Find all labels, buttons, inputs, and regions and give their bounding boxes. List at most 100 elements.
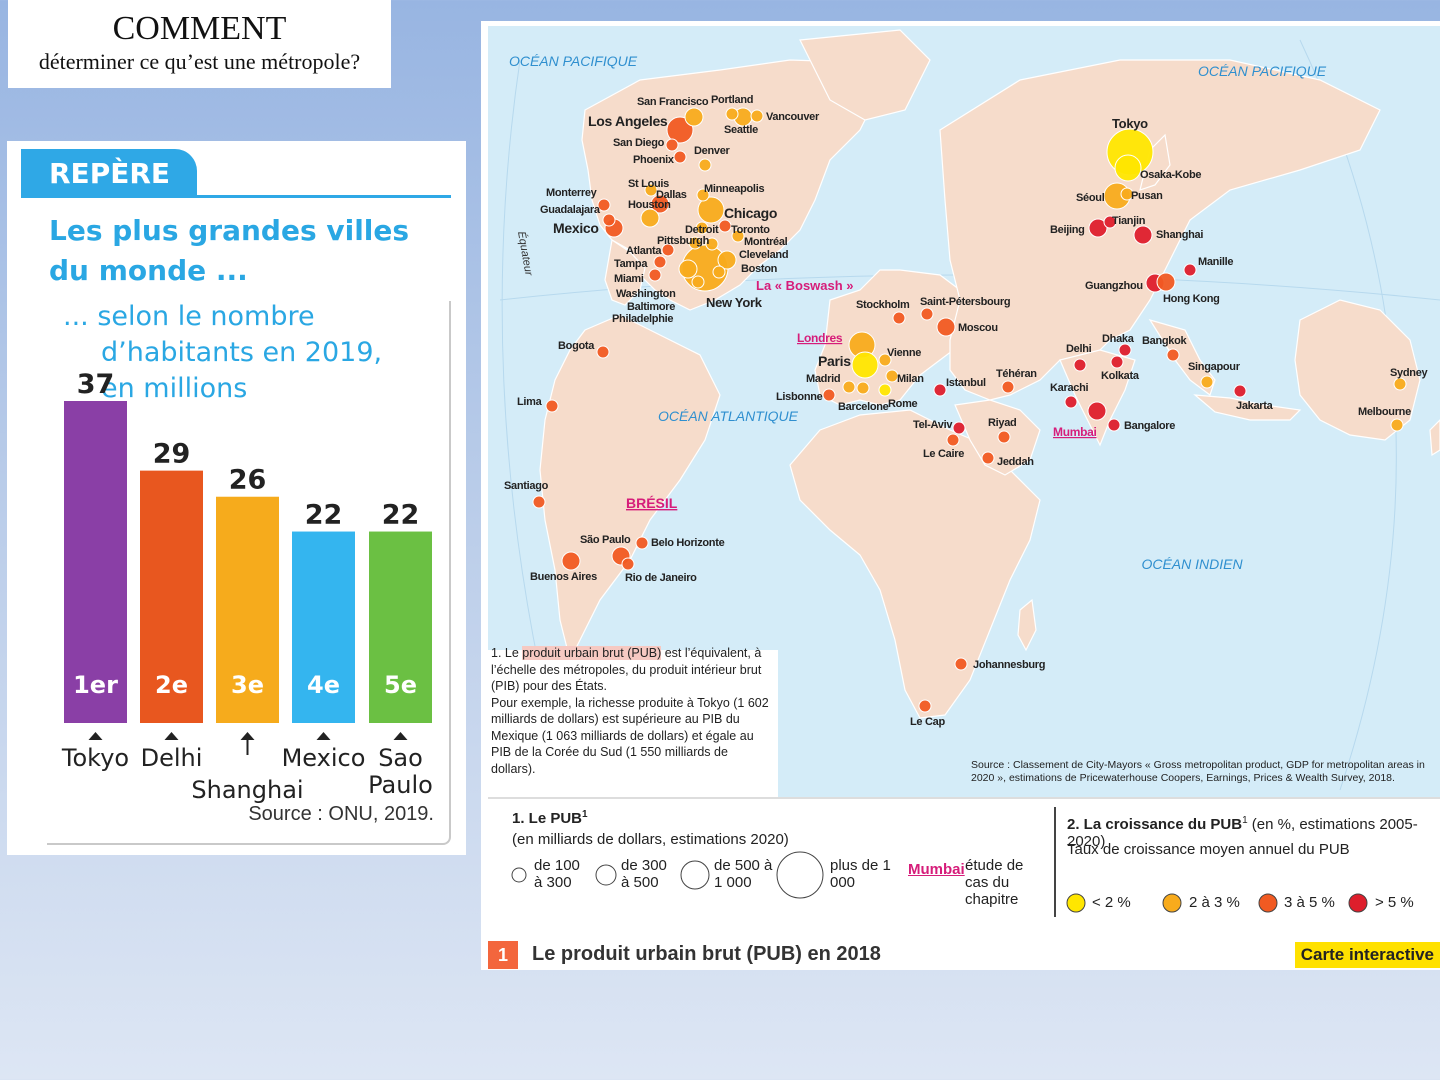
city-label-guangzhou: Guangzhou (1085, 280, 1143, 292)
city-label-rio-de-janeiro: Rio de Janeiro (625, 572, 697, 584)
city-marker-st-louis (644, 183, 658, 197)
bar-category-label: Tokyo (61, 744, 129, 772)
city-marker-minneapolis (696, 188, 710, 202)
repere-sub-line2: d’habitants en 2019, (101, 337, 383, 368)
city-label-cleveland: Cleveland (739, 249, 788, 261)
city-marker-atlanta (661, 243, 675, 257)
city-marker-singapour (1200, 375, 1214, 389)
city-label-baltimore: Baltimore (627, 301, 675, 313)
city-marker-manille (1183, 263, 1197, 277)
city-label-moscou: Moscou (958, 322, 998, 334)
city-label-san-diego: San Diego (613, 137, 665, 149)
legend-pub-title: 1. Le PUB1 (512, 809, 588, 827)
repere-panel: REPÈRE Les plus grandes villes du monde … (7, 141, 466, 855)
city-marker-lima (545, 399, 559, 413)
city-marker-dallas (650, 194, 670, 214)
repere-tab-line (21, 195, 451, 198)
city-label-kolkata: Kolkata (1101, 370, 1140, 382)
city-label-s-oul: Séoul (1076, 192, 1105, 204)
city-marker-kolkata (1110, 355, 1124, 369)
city-label-bangalore: Bangalore (1124, 420, 1175, 432)
city-label-le-caire: Le Caire (923, 448, 964, 460)
map-source: Source : Classement de City-Mayors « Gro… (971, 759, 1425, 784)
interactive-map-button[interactable]: Carte interactive (1294, 942, 1440, 968)
city-marker-johannesburg (954, 657, 968, 671)
city-marker-le-cap (918, 699, 932, 713)
city-marker-t-h-ran (1001, 380, 1015, 394)
city-label-sydney: Sydney (1390, 367, 1429, 379)
city-marker-istanbul (933, 383, 947, 397)
bar-pointer-arrow (316, 732, 331, 740)
city-label-delhi: Delhi (1066, 343, 1092, 355)
city-marker-shanghai (1133, 225, 1153, 245)
repere-heading: Les plus grandes villes du monde ... (49, 211, 409, 291)
city-label-belo-horizonte: Belo Horizonte (651, 537, 725, 549)
legend-growth-swatch-4 (1348, 893, 1368, 913)
bar-rank-label: 3e (231, 671, 264, 699)
city-label-singapour: Singapour (1188, 361, 1241, 373)
city-label-hong-kong: Hong Kong (1163, 293, 1220, 305)
bar-pointer-arrow (88, 732, 103, 740)
caption-rest: est l’équivalent, à l’échelle des métrop… (491, 646, 762, 693)
legend-growth-label-3: 3 à 5 % (1284, 894, 1335, 911)
map-title-bar: 1 Le produit urbain brut (PUB) en 2018 C… (488, 939, 1440, 970)
city-marker-lisbonne (822, 388, 836, 402)
city-markers (532, 107, 1407, 713)
bar-category-label: Mexico (282, 744, 366, 772)
repere-sub-line3: en millions (101, 373, 248, 404)
city-label-osaka-kobe: Osaka-Kobe (1140, 169, 1201, 181)
city-marker-montr-al (731, 229, 745, 243)
bar-pointer-arrow (240, 732, 255, 740)
chart-frame (47, 301, 451, 845)
city-label-denver: Denver (694, 145, 731, 157)
legend-growth-label-2: 2 à 3 % (1189, 894, 1240, 911)
bar-value-label: 22 (305, 500, 343, 531)
land-masses (539, 29, 1440, 719)
city-marker-belo-horizonte (635, 536, 649, 550)
city-label-new-york: New York (706, 295, 763, 310)
city-marker-delhi (1073, 358, 1087, 372)
legend-size-label-3: de 500 à 1 000 (714, 857, 773, 891)
map-number: 1 (488, 941, 518, 969)
city-marker-melbourne (1390, 418, 1404, 432)
city-label-portland: Portland (711, 94, 753, 106)
bar-value-label: 29 (153, 439, 191, 470)
city-marker-buenos-aires (561, 551, 581, 571)
city-label-santiago: Santiago (504, 480, 549, 492)
city-marker-baltimore (691, 275, 705, 289)
city-marker-chicago (697, 196, 725, 224)
city-marker-denver (698, 158, 712, 172)
indonesia-land (1193, 394, 1302, 421)
city-label-guadalajara: Guadalajara (540, 204, 601, 216)
city-marker-toronto (718, 219, 732, 233)
city-label-detroit: Detroit (685, 224, 719, 236)
city-label-shanghai: Shanghai (1156, 229, 1203, 241)
city-marker-bogota (596, 345, 610, 359)
legend-growth-swatch-3 (1258, 893, 1278, 913)
ocean-atlantic: OCÉAN ATLANTIQUE (658, 408, 799, 424)
city-label-istanbul: Istanbul (946, 377, 986, 389)
bar-rank-label: 1er (73, 671, 118, 699)
city-marker-los-angeles (666, 116, 694, 144)
city-label-beijing: Beijing (1050, 224, 1085, 236)
city-label-tianjin: Tianjin (1112, 215, 1146, 227)
city-label-lisbonne: Lisbonne (776, 391, 823, 403)
city-marker-san-diego (665, 138, 679, 152)
bar-category-label: Sao (378, 744, 423, 772)
city-label-jakarta: Jakarta (1236, 400, 1274, 412)
city-label-le-cap: Le Cap (910, 716, 945, 728)
legend-growth-swatch-1 (1066, 893, 1086, 913)
city-label-stockholm: Stockholm (856, 299, 910, 311)
city-marker-saint-p-tersbourg (920, 307, 934, 321)
city-marker-phoenix (673, 150, 687, 164)
legend-pub-subtitle: (en milliards de dollars, estimations 20… (512, 831, 789, 848)
city-label-paris: Paris (818, 353, 851, 369)
city-marker-rio-de-janeiro (621, 557, 635, 571)
legend-growth-swatches (1066, 893, 1368, 913)
city-marker-karachi (1064, 395, 1078, 409)
ocean-labels: OCÉAN PACIFIQUE OCÉAN PACIFIQUE OCÉAN AT… (509, 53, 1327, 572)
city-label-mexico: Mexico (553, 220, 599, 236)
city-marker-tampa (653, 255, 667, 269)
city-marker-washington (678, 259, 698, 279)
city-marker-rome (878, 383, 892, 397)
